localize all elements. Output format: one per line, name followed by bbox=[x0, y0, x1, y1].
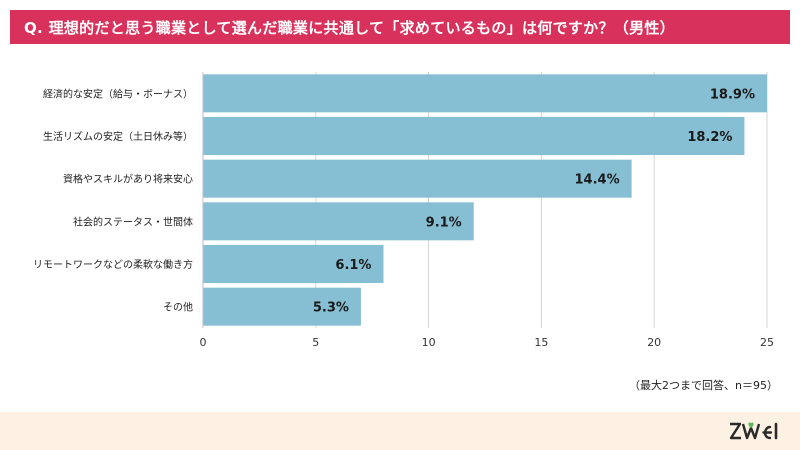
x-tick-label: 15 bbox=[534, 336, 548, 349]
data-label: 6.1% bbox=[335, 258, 371, 273]
bar bbox=[203, 74, 767, 113]
category-label: 生活リズムの安定（土日休み等） bbox=[43, 130, 193, 143]
data-label: 18.9% bbox=[710, 87, 755, 102]
x-tick-label: 20 bbox=[647, 336, 661, 349]
data-label: 14.4% bbox=[575, 173, 620, 188]
x-tick-label: 5 bbox=[312, 336, 319, 349]
data-label: 9.1% bbox=[426, 215, 462, 230]
zwei-logo-mark bbox=[729, 422, 778, 440]
category-label: その他 bbox=[163, 301, 193, 314]
data-label: 18.2% bbox=[687, 130, 732, 145]
footer-band bbox=[0, 412, 800, 450]
data-label: 5.3% bbox=[313, 301, 349, 316]
bar bbox=[203, 159, 632, 198]
category-label: リモートワークなどの柔軟な働き方 bbox=[33, 258, 193, 271]
chart-title: Q. 理想的だと思う職業として選んだ職業に共通して「求めているもの」は何ですか？… bbox=[24, 18, 675, 37]
x-tick-label: 25 bbox=[760, 336, 774, 349]
category-label: 経済的な安定（給与・ボーナス） bbox=[43, 87, 193, 100]
bar bbox=[203, 287, 361, 326]
bar bbox=[203, 202, 474, 241]
category-label: 社会的ステータス・世間体 bbox=[73, 215, 193, 228]
category-label: 資格やスキルがあり将来安心 bbox=[63, 173, 193, 186]
bar bbox=[203, 117, 745, 155]
sample-note: （最大2つまで回答、n＝95） bbox=[629, 379, 778, 392]
x-tick-label: 0 bbox=[200, 336, 207, 349]
x-tick-label: 10 bbox=[422, 336, 436, 349]
bar bbox=[203, 245, 384, 283]
zwei-logo bbox=[728, 418, 784, 444]
chart-title-bar: Q. 理想的だと思う職業として選んだ職業に共通して「求めているもの」は何ですか？… bbox=[10, 10, 790, 44]
bar-chart: 0 5 10 15 20 25 経済的な安定（給与・ボーナス） 18.9% 生活リズムの安定（土… bbox=[33, 72, 774, 349]
